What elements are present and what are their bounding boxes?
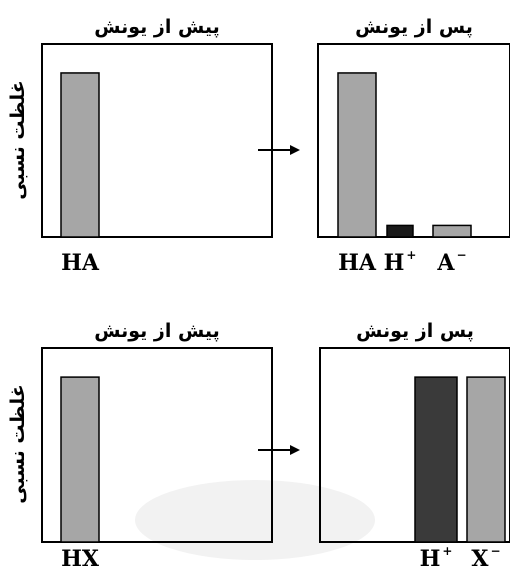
plot-frame [41, 347, 273, 543]
category-label: H + [420, 544, 453, 572]
arrow-head [290, 145, 300, 155]
bar-ha [60, 72, 100, 238]
y-axis-label: غلظت نسبی [7, 384, 29, 504]
transition-arrow [258, 145, 300, 155]
bar-x [466, 376, 506, 543]
chart-panel-4: H + X − [319, 347, 510, 572]
category-label: X − [471, 544, 500, 572]
chart-panel-3: HX [41, 347, 273, 572]
transition-arrow [258, 445, 300, 455]
chart-panel-2: HA H + A − [317, 43, 510, 276]
chart-title: پس از یونش [355, 16, 473, 38]
category-label: H + [384, 248, 417, 276]
y-axis-label: غلظت نسبی [7, 79, 29, 200]
category-label: A − [436, 248, 466, 276]
plot-frame [317, 43, 510, 238]
chart-panel-1: HA [41, 43, 273, 276]
bar-a [432, 224, 472, 238]
chart-title: پیش از یونش [94, 320, 220, 342]
category-label: HA [61, 250, 100, 276]
plot-frame [41, 43, 273, 238]
bar-hx [60, 376, 100, 543]
chart-title: پیش از یونش [94, 16, 220, 38]
bar-ha [337, 72, 377, 238]
category-label: HX [61, 546, 100, 572]
category-label: HA [338, 250, 377, 276]
watermark-shape [135, 480, 375, 560]
bar-h [386, 224, 414, 238]
chart-title: پس از یونش [356, 320, 474, 342]
bar-h [414, 376, 458, 543]
arrow-head [290, 445, 300, 455]
